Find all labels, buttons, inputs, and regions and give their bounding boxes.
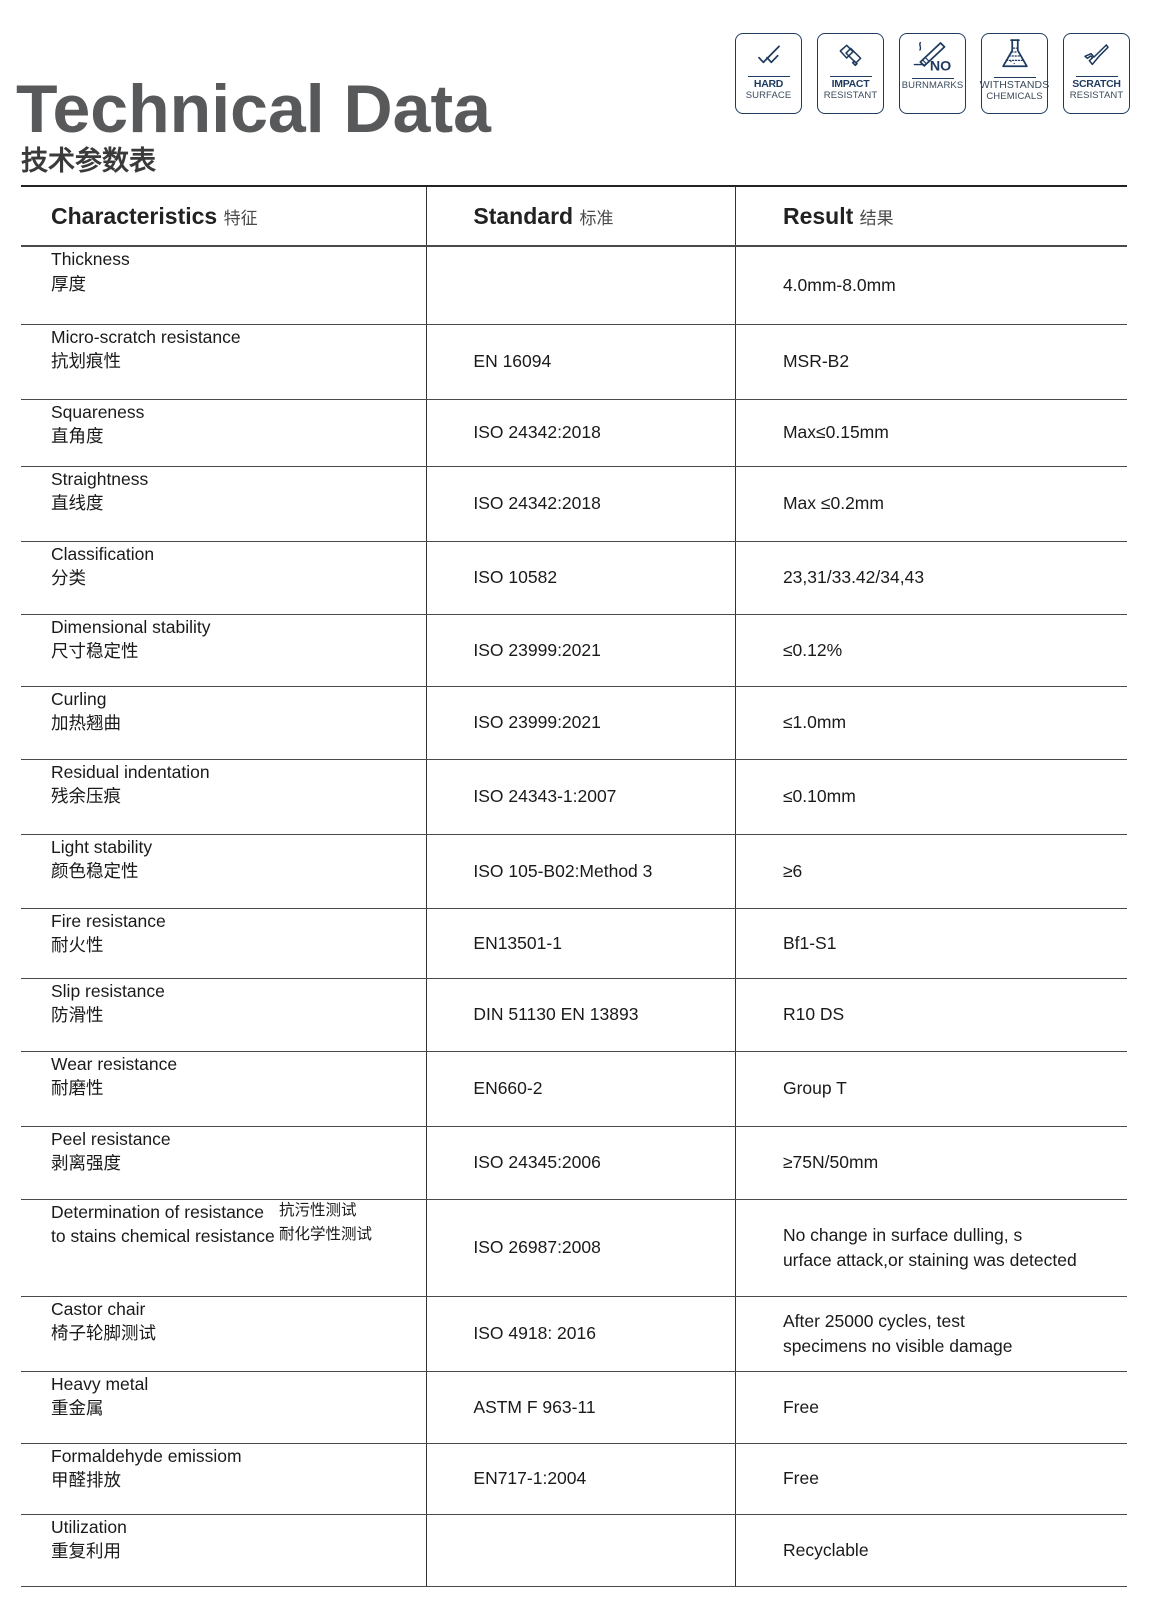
svg-text:NO: NO xyxy=(929,58,950,74)
